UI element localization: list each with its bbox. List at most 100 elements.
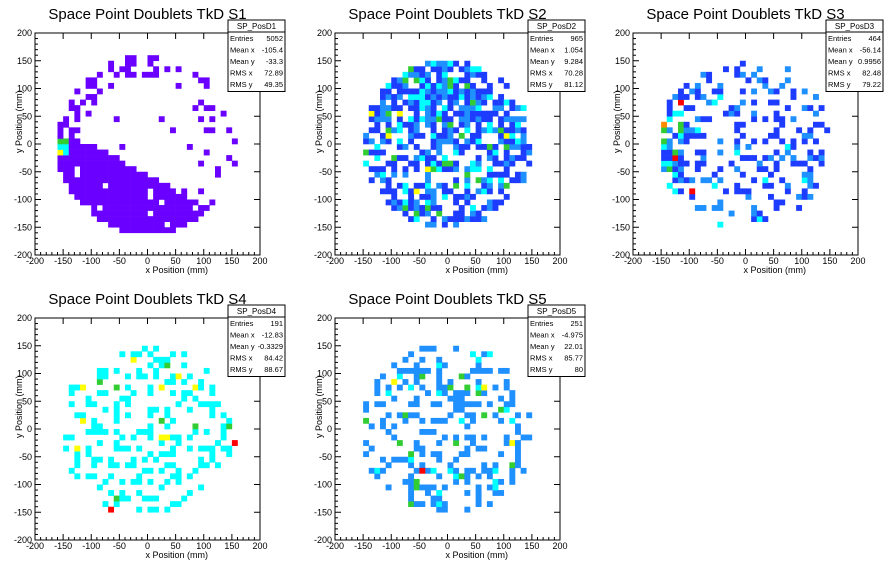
heatmap-cell [475, 484, 482, 491]
heatmap-cell [385, 390, 392, 396]
heatmap-cells [63, 345, 238, 513]
heatmap-cell [790, 116, 797, 123]
heatmap-cell [113, 171, 120, 178]
heatmap-cell [413, 160, 420, 167]
heatmap-cell [413, 501, 420, 507]
heatmap-cell [683, 82, 690, 89]
heatmap-cell [436, 373, 443, 380]
heatmap-cell [209, 384, 216, 391]
heatmap-cell [113, 166, 120, 173]
heatmap-cell [492, 199, 499, 206]
heatmap-cell [102, 373, 109, 380]
heatmap-cell [441, 160, 448, 167]
heatmap-cell [57, 127, 64, 134]
heatmap-cell [807, 127, 814, 134]
heatmap-cell [226, 451, 233, 458]
heatmap-cell [672, 149, 679, 156]
y-tick-label: -100 [314, 195, 332, 205]
stats-value: 1.054 [564, 46, 583, 55]
heatmap-cell [453, 82, 460, 89]
heatmap-cell [108, 199, 115, 206]
heatmap-cell [723, 188, 729, 195]
heatmap-cell [102, 193, 109, 200]
heatmap-cell [175, 205, 182, 211]
heatmap-cell [91, 144, 98, 150]
heatmap-cell [486, 155, 493, 161]
heatmap-cell [385, 121, 392, 128]
heatmap-cell [108, 60, 115, 67]
heatmap-cell [186, 210, 193, 217]
heatmap-cell [408, 401, 415, 408]
heatmap-cell [813, 155, 819, 161]
heatmap-cell [153, 227, 160, 234]
heatmap-cell [130, 60, 137, 67]
x-tick-label: -150 [652, 256, 670, 266]
heatmap-cell [119, 205, 126, 211]
x-axis-label: x Position (mm) [743, 265, 806, 275]
heatmap-cell [141, 373, 148, 380]
heatmap-cell [385, 182, 392, 189]
heatmap-cell [425, 367, 431, 374]
heatmap-cell [85, 77, 92, 84]
heatmap-cell [441, 71, 448, 78]
heatmap-cell [85, 177, 92, 184]
heatmap-cell [209, 406, 216, 413]
heatmap-cell [164, 462, 171, 469]
heatmap-cell [464, 216, 471, 222]
heatmap-cell [374, 127, 381, 134]
heatmap-cell [74, 188, 81, 195]
heatmap-cell [408, 495, 415, 502]
heatmap-cell [441, 193, 448, 200]
heatmap-cell [745, 144, 752, 150]
heatmap-cell [430, 484, 437, 491]
x-tick-label: 0 [145, 541, 150, 551]
heatmap-cell [108, 216, 115, 222]
heatmap-cell [125, 55, 131, 62]
heatmap-cell [108, 490, 115, 496]
heatmap-cell [141, 205, 148, 211]
heatmap-cell [751, 216, 758, 222]
heatmap-cell [209, 412, 216, 419]
heatmap-cell [509, 121, 516, 128]
heatmap-cell [380, 105, 386, 111]
heatmap-cell [520, 155, 527, 161]
heatmap-cell [475, 71, 482, 78]
heatmap-cell [751, 99, 758, 106]
heatmap-cell [164, 362, 171, 369]
heatmap-cell [113, 193, 120, 200]
heatmap-cell [170, 210, 176, 217]
y-tick-label: 0 [625, 139, 630, 149]
heatmap-cell [678, 177, 684, 184]
heatmap-cell [374, 384, 381, 391]
heatmap-cell [125, 182, 131, 189]
heatmap-cell [385, 138, 392, 145]
heatmap-cell [509, 478, 516, 485]
heatmap-cell [91, 166, 98, 173]
heatmap-cell [773, 88, 780, 95]
heatmap-cell [447, 116, 454, 123]
heatmap-cell [773, 199, 780, 206]
heatmap-cell [678, 149, 684, 156]
heatmap-cell [430, 155, 437, 161]
heatmap-cell [694, 116, 701, 123]
heatmap-cell [498, 127, 505, 134]
panel-4: -200 -150 -100 -50 0 50 100 150 200-200-150-100-… [14, 291, 286, 560]
heatmap-cell [447, 384, 454, 391]
heatmap-cell [63, 121, 70, 128]
heatmap-cell [74, 456, 81, 463]
heatmap-cell [363, 138, 370, 145]
heatmap-cell [745, 77, 752, 84]
heatmap-cell [470, 138, 476, 145]
heatmap-cell [85, 144, 92, 150]
heatmap-cell [136, 188, 143, 195]
heatmap-cell [368, 166, 375, 173]
heatmap-cell [481, 94, 488, 100]
heatmap-cell [102, 160, 109, 167]
heatmap-cell [492, 467, 499, 474]
heatmap-cell [374, 171, 381, 178]
heatmap-cell [153, 66, 160, 73]
heatmap-cell [209, 456, 216, 463]
x-tick-label: 150 [524, 256, 539, 266]
heatmap-cell [402, 356, 409, 363]
heatmap-cell [175, 193, 182, 200]
